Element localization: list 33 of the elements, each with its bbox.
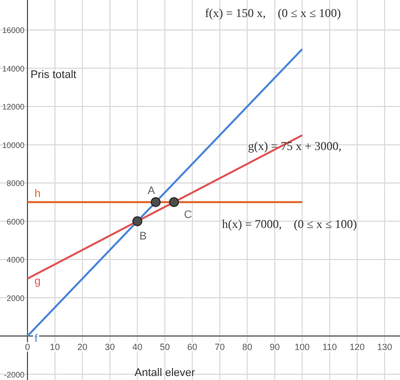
- series-label: g: [34, 276, 41, 288]
- y-tick-label: 10000: [2, 140, 26, 150]
- annotation: g(x) = 75 x + 3000,: [248, 139, 342, 153]
- x-tick-label: 50: [160, 342, 170, 352]
- y-tick-label: 14000: [2, 64, 26, 74]
- x-tick-label: 10: [50, 342, 60, 352]
- y-tick-label: -2000: [4, 370, 26, 380]
- x-tick-label: 80: [242, 342, 252, 352]
- annotation: C: [184, 209, 192, 222]
- y-tick-label: 12000: [2, 102, 26, 112]
- y-tick-label: 16000: [2, 26, 26, 36]
- y-tick-label: 2000: [6, 294, 26, 303]
- annotation: A: [148, 185, 156, 198]
- y-tick-label: 4000: [6, 256, 26, 265]
- x-tick-label: 100: [294, 342, 310, 352]
- annotation: B: [139, 230, 147, 242]
- y-axis-title: Pris totalt: [30, 68, 76, 81]
- x-tick-label: 130: [377, 342, 392, 352]
- x-tick-label: 70: [214, 342, 225, 352]
- annotation: h(x) = 7000, (0 ≤ x ≤ 100): [222, 217, 357, 231]
- x-tick-label: 30: [104, 342, 115, 352]
- x-tick-label: 40: [132, 342, 142, 352]
- x-tick-label: 110: [322, 342, 337, 352]
- x-axis-title: Antall elever: [134, 367, 196, 380]
- series-label: h: [34, 188, 41, 200]
- x-tick-label: 90: [270, 342, 280, 352]
- x-tick-label: 60: [187, 342, 198, 352]
- x-tick-label: 20: [77, 342, 88, 352]
- series-label: f: [34, 333, 38, 346]
- x-tick-label: 120: [350, 342, 365, 352]
- y-tick-label: 6000: [6, 217, 26, 226]
- y-tick-label: 8000: [6, 179, 26, 188]
- annotation: f(x) = 150 x, (0 ≤ x ≤ 100): [205, 6, 341, 20]
